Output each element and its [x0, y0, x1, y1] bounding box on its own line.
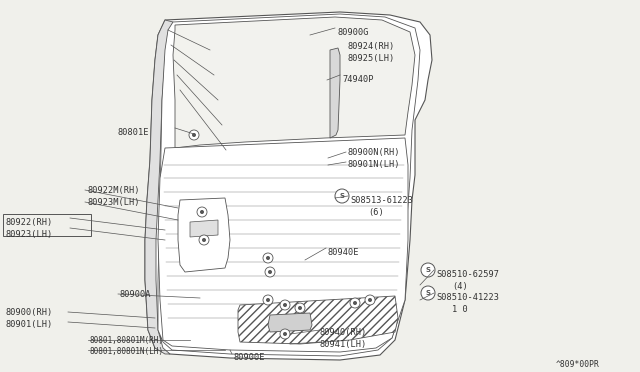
Circle shape	[421, 286, 435, 300]
Circle shape	[295, 303, 305, 313]
Circle shape	[353, 301, 357, 305]
Circle shape	[283, 303, 287, 307]
Circle shape	[192, 133, 196, 137]
Circle shape	[199, 235, 209, 245]
Polygon shape	[173, 17, 415, 148]
Text: S08513-61223: S08513-61223	[350, 196, 413, 205]
Text: S: S	[339, 193, 344, 199]
Polygon shape	[190, 220, 218, 237]
Polygon shape	[178, 198, 230, 272]
Text: S08510-41223: S08510-41223	[436, 293, 499, 302]
Circle shape	[335, 189, 349, 203]
Text: 80923(LH): 80923(LH)	[5, 230, 52, 239]
Text: 80900(RH): 80900(RH)	[5, 308, 52, 317]
Text: 80922M(RH): 80922M(RH)	[87, 186, 140, 195]
Circle shape	[268, 270, 272, 274]
Circle shape	[197, 207, 207, 217]
Text: 80900G: 80900G	[338, 28, 369, 37]
Circle shape	[263, 295, 273, 305]
Polygon shape	[238, 296, 398, 344]
Circle shape	[298, 306, 302, 310]
Circle shape	[365, 295, 375, 305]
Circle shape	[283, 332, 287, 336]
Text: 80924(RH): 80924(RH)	[348, 42, 396, 51]
Text: 80801,80801N(LH): 80801,80801N(LH)	[90, 347, 164, 356]
Text: 80925(LH): 80925(LH)	[348, 54, 396, 63]
Bar	[3, 214, 91, 236]
Circle shape	[200, 210, 204, 214]
Text: 80901(LH): 80901(LH)	[5, 320, 52, 329]
Text: 1 0: 1 0	[452, 305, 468, 314]
Circle shape	[280, 300, 290, 310]
Text: 80900N(RH): 80900N(RH)	[348, 148, 401, 157]
Circle shape	[265, 267, 275, 277]
Circle shape	[189, 130, 199, 140]
Circle shape	[202, 238, 206, 242]
Text: S08510-62597: S08510-62597	[436, 270, 499, 279]
Text: 80901N(LH): 80901N(LH)	[348, 160, 401, 169]
Text: 80941(LH): 80941(LH)	[320, 340, 367, 349]
Text: (6): (6)	[368, 208, 384, 217]
Text: 80900A: 80900A	[120, 290, 152, 299]
Circle shape	[263, 253, 273, 263]
Polygon shape	[158, 14, 420, 356]
Text: 74940P: 74940P	[342, 75, 374, 84]
Polygon shape	[330, 48, 340, 138]
Text: 80900E: 80900E	[234, 353, 266, 362]
Polygon shape	[145, 20, 173, 354]
Text: (4): (4)	[452, 282, 468, 291]
Text: 80922(RH): 80922(RH)	[5, 218, 52, 227]
Text: S: S	[426, 290, 431, 296]
Polygon shape	[268, 313, 312, 332]
Text: ^809*00PR: ^809*00PR	[556, 360, 600, 369]
Circle shape	[280, 329, 290, 339]
Circle shape	[266, 298, 270, 302]
Circle shape	[421, 263, 435, 277]
Text: 80923M(LH): 80923M(LH)	[87, 198, 140, 207]
Polygon shape	[145, 12, 432, 360]
Circle shape	[368, 298, 372, 302]
Circle shape	[350, 298, 360, 308]
Text: S: S	[426, 267, 431, 273]
Polygon shape	[158, 138, 408, 352]
Text: 80801,80801M(RH): 80801,80801M(RH)	[90, 336, 164, 345]
Circle shape	[266, 256, 270, 260]
Text: 80801E: 80801E	[118, 128, 150, 137]
Text: 80940E: 80940E	[328, 248, 360, 257]
Text: 80940(RH): 80940(RH)	[320, 328, 367, 337]
